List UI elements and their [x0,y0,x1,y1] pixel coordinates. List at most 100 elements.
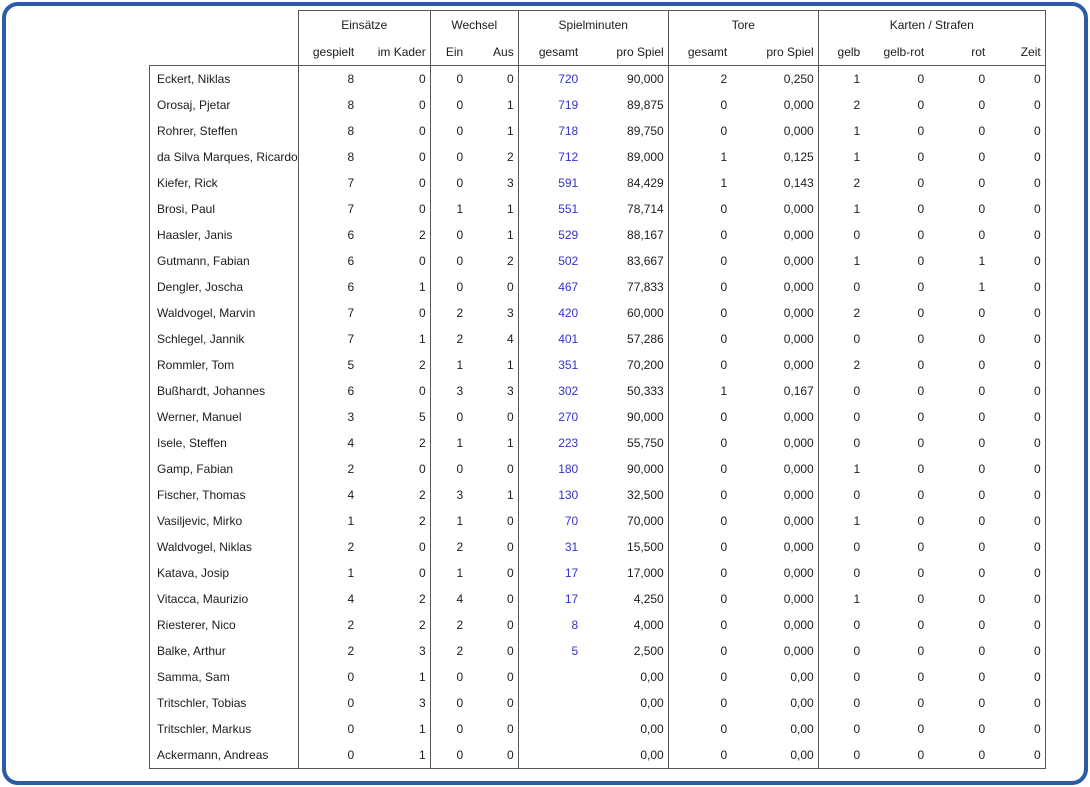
minutes-total-link[interactable]: 591 [517,170,595,196]
minutes-total-link[interactable]: 8 [517,612,595,638]
stat-cell: 0 [917,358,925,372]
table-row: Isele, Steffen 4 2 1 1 223 55,750 0 0,000 0 0 0 0 [149,430,1046,456]
stat-cell: 55,750 [627,436,664,450]
stat-cell: 0 [475,65,519,92]
table-row: Waldvogel, Marvin 7 0 2 3 420 60,000 0 0,000 2 0 0 0 [149,300,1046,326]
minutes-total-link[interactable]: 720 [517,65,595,92]
minutes-total-link[interactable]: 420 [517,300,595,326]
minutes-total-link[interactable]: 719 [517,92,595,118]
stat-cell: 70,200 [627,358,664,372]
stat-cell: 0 [997,378,1046,404]
stat-cell: 0 [419,254,426,268]
player-name: Orosaj, Pjetar [149,92,299,118]
stat-cell: 0 [997,92,1046,118]
stat-cell: 0 [917,592,925,606]
minutes-total-link[interactable]: 302 [517,378,595,404]
stat-cell: 0 [917,696,925,710]
stat-cell: 0 [419,462,426,476]
stat-cell: 0 [667,274,744,300]
stat-cell: 0 [419,150,426,164]
stat-cell: 0 [997,638,1046,664]
stat-cell: 0 [419,124,426,138]
stat-cell: 1 [507,436,514,450]
stat-cell: 0 [917,280,925,294]
stat-cell: 0 [917,514,925,528]
stat-cell: 0,167 [783,384,814,398]
stat-cell: 1 [667,378,744,404]
minutes-total-link[interactable]: 5 [517,638,595,664]
minutes-total-link[interactable]: 31 [517,534,595,560]
stat-cell: 3 [297,404,369,430]
stat-cell: 7 [297,300,369,326]
minutes-total-link[interactable]: 401 [517,326,595,352]
minutes-total-link[interactable]: 551 [517,196,595,222]
table-row: Bußhardt, Johannes 6 0 3 3 302 50,333 1 0,167 0 0 0… [149,378,1046,404]
minutes-total-link[interactable]: 529 [517,222,595,248]
stat-cell: 0 [978,540,986,554]
stat-cell: 0 [978,150,986,164]
minutes-total-link[interactable]: 223 [517,430,595,456]
player-name: Schlegel, Jannik [149,326,299,352]
stat-cell: 7 [297,170,369,196]
stat-cell: 0,000 [783,254,814,268]
group-header-tore: Tore [667,10,819,38]
stat-cell: 0 [667,430,744,456]
minutes-total-link[interactable]: 270 [517,404,595,430]
stat-cell: 3 [419,644,426,658]
player-name: Riesterer, Nico [149,612,299,638]
stat-cell: 0 [934,65,998,92]
group-header-karten-strafen: Karten / Strafen [817,10,1046,38]
stat-cell: 0 [507,592,514,606]
minutes-total-link[interactable]: 130 [517,482,595,508]
stat-cell: 0 [917,254,925,268]
minutes-total-link[interactable]: 180 [517,456,595,482]
table-row: da Silva Marques, Ricardo 8 0 0 2 712 89,000 1 0… [149,144,1046,170]
stat-cell: 0,143 [783,176,814,190]
minutes-total-link[interactable]: 70 [517,508,595,534]
stat-cell: 17,000 [627,566,664,580]
stat-cell: 0 [429,144,476,170]
stat-cell: 8 [297,92,369,118]
minutes-total-link[interactable]: 351 [517,352,595,378]
minutes-total-link[interactable]: 17 [517,560,595,586]
stat-cell: 0 [997,222,1046,248]
minutes-total-link[interactable]: 502 [517,248,595,274]
minutes-total-link[interactable]: 712 [517,144,595,170]
stat-cell: 60,000 [627,306,664,320]
stat-cell: 0 [978,176,986,190]
stat-cell: 1 [429,196,476,222]
stat-cell: 89,000 [627,150,664,164]
minutes-total-link [517,742,595,769]
stat-cell: 0 [297,690,369,716]
stat-cell: 4,250 [633,592,664,606]
player-name: Gamp, Fabian [149,456,299,482]
stat-cell: 0 [667,690,744,716]
minutes-total-link[interactable]: 718 [517,118,595,144]
stat-cell: 0 [667,716,744,742]
stat-cell: 8 [297,118,369,144]
player-name: Katava, Josip [149,560,299,586]
stat-cell: 0 [817,664,871,690]
stat-cell: 0,000 [783,98,814,112]
stat-cell: 0 [978,644,986,658]
stat-cell: 0,000 [783,358,814,372]
minutes-total-link[interactable]: 467 [517,274,595,300]
stat-cell: 0 [507,644,514,658]
stat-cell: 1 [667,170,744,196]
minutes-total-link[interactable]: 17 [517,586,595,612]
stat-cell: 0 [917,462,925,476]
player-statistics-panel: Einsätze Wechsel Spielminuten Tore Karten / … [149,10,1046,769]
stat-cell: 0 [917,566,925,580]
stat-cell: 0 [507,722,514,736]
stat-cell: 4 [429,586,476,612]
player-name: Haasler, Janis [149,222,299,248]
column-header-spielminuten-gesamt: gesamt [517,38,595,66]
stat-cell: 0,000 [783,488,814,502]
stat-cell: 4,000 [633,618,664,632]
stat-cell: 32,500 [627,488,664,502]
table-row: Schlegel, Jannik 7 1 2 4 401 57,286 0 0,000 0 0 0 0 [149,326,1046,352]
stat-cell: 0,000 [783,514,814,528]
stat-cell: 1 [419,332,426,346]
stat-cell: 0,00 [743,742,819,769]
table-row: Ackermann, Andreas 0 1 0 0 0,00 0 0,00 0 0 0 0 [149,742,1046,769]
